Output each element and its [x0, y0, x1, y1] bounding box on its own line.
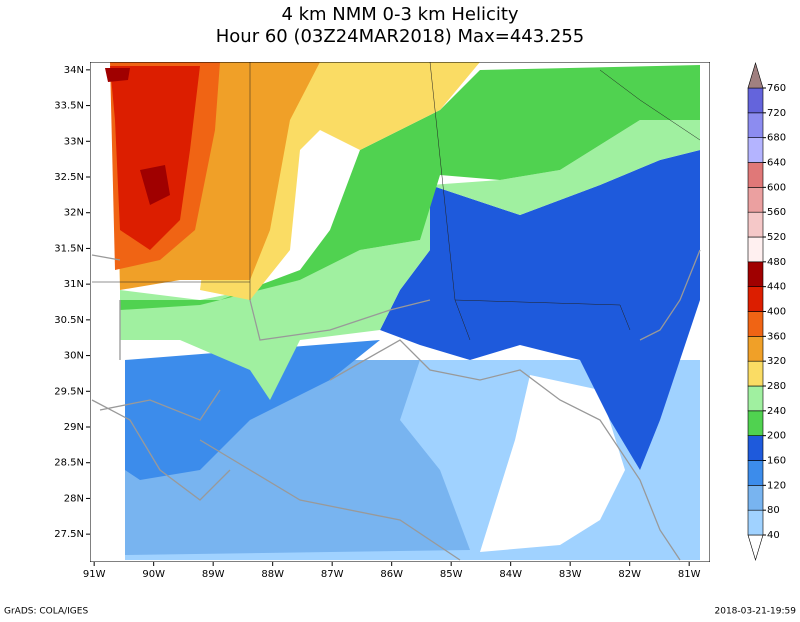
x-tick-label: 88W: [261, 569, 284, 580]
footer-right: 2018-03-21-19:59: [715, 607, 797, 617]
colorbar-box: [747, 485, 764, 511]
y-tick-label: 32.5N: [54, 172, 84, 183]
colorbar-box: [747, 236, 764, 263]
y-tick-label: 29.5N: [54, 386, 84, 397]
x-tick-label: 87W: [321, 569, 344, 580]
colorbar-box: [747, 87, 764, 114]
colorbar-label: 280: [767, 381, 786, 392]
colorbar-label: 240: [767, 406, 786, 417]
colorbar-label: 200: [767, 431, 786, 442]
colorbar-box: [747, 211, 764, 238]
colorbar-label: 760: [767, 83, 786, 94]
colorbar-box: [747, 187, 764, 213]
x-tick-label: 89W: [202, 569, 225, 580]
colorbar-box: [747, 261, 764, 287]
y-tick-label: 30.5N: [54, 315, 84, 326]
colorbar-label: 320: [767, 356, 786, 367]
colorbar-box: [747, 162, 764, 188]
y-tick-label: 33.5N: [54, 101, 84, 112]
y-tick-label: 28N: [64, 493, 84, 504]
y-tick-label: 33N: [64, 136, 84, 147]
colorbar-label: 400: [767, 307, 786, 318]
subtitle: Hour 60 (03Z24MAR2018) Max=443.255: [216, 26, 585, 47]
y-tick-label: 34N: [64, 65, 84, 76]
y-tick-label: 29N: [64, 422, 84, 433]
colorbar-label: 680: [767, 133, 786, 144]
contour-field: [90, 62, 710, 562]
y-tick-label: 32N: [64, 208, 84, 219]
colorbar-label: 160: [767, 456, 786, 467]
x-tick-label: 85W: [440, 569, 463, 580]
colorbar-box: [747, 410, 764, 436]
footer-left: GrADS: COLA/IGES: [4, 607, 88, 617]
colorbar-label: 560: [767, 207, 786, 218]
x-tick-label: 91W: [83, 569, 106, 580]
colorbar-box: [747, 460, 764, 486]
colorbar-box: [747, 509, 764, 536]
colorbar-box: [747, 286, 764, 312]
colorbar-box: [747, 336, 764, 362]
colorbar: 40 80 120 160 200 240 280 320 360 400 440 480 520 560…: [747, 61, 786, 562]
y-tick-label: 28.5N: [54, 458, 84, 469]
colorbar-high: [747, 61, 764, 89]
y-tick-label: 31N: [64, 279, 84, 290]
y-tick-label: 31.5N: [54, 243, 84, 254]
colorbar-label: 600: [767, 182, 786, 193]
x-tick-label: 84W: [499, 569, 522, 580]
colorbar-box: [747, 311, 764, 337]
colorbar-box: [747, 385, 764, 412]
y-tick-label: 27.5N: [54, 529, 84, 540]
x-tick-label: 81W: [678, 569, 701, 580]
colorbar-label: 480: [767, 257, 786, 268]
colorbar-box: [747, 435, 764, 461]
colorbar-low: [747, 534, 764, 562]
y-tick-label: 30N: [64, 351, 84, 362]
colorbar-label: 80: [767, 505, 780, 516]
x-tick-label: 83W: [559, 569, 582, 580]
map-borders: [90, 62, 710, 562]
colorbar-label: 520: [767, 232, 786, 243]
colorbar-label: 120: [767, 480, 786, 491]
colorbar-box: [747, 137, 764, 163]
x-tick-label: 90W: [142, 569, 165, 580]
title: 4 km NMM 0-3 km Helicity: [281, 4, 518, 25]
colorbar-label: 360: [767, 331, 786, 342]
colorbar-label: 40: [767, 530, 780, 541]
colorbar-label: 440: [767, 282, 786, 293]
x-tick-label: 86W: [380, 569, 403, 580]
colorbar-label: 720: [767, 108, 786, 119]
colorbar-box: [747, 360, 764, 387]
colorbar-box: [747, 112, 764, 138]
colorbar-label: 640: [767, 158, 786, 169]
x-tick-label: 82W: [618, 569, 641, 580]
